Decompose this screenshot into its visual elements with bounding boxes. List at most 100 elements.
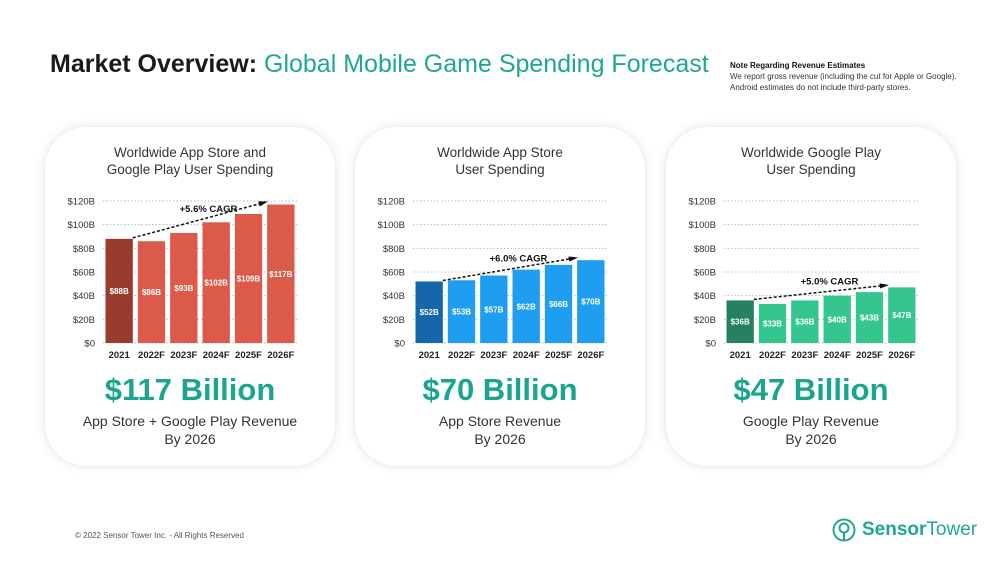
bar — [267, 204, 295, 343]
y-tick-label: $20B — [694, 315, 716, 326]
bar — [512, 269, 540, 343]
bar-data-label: $86B — [142, 288, 161, 297]
y-tick-label: $100B — [68, 220, 95, 231]
bar — [544, 264, 573, 343]
x-tick-label: 2025F — [545, 350, 572, 361]
logo-text: Tower — [926, 519, 978, 540]
x-tick-label: 2023F — [480, 350, 507, 361]
bar-data-label: $57B — [484, 305, 503, 314]
cagr-arrowhead — [568, 256, 579, 262]
bar — [726, 300, 754, 343]
cagr-arrow — [132, 201, 265, 239]
sensor-tower-logo: SensorTower — [832, 518, 977, 542]
bar — [888, 287, 916, 343]
y-tick-label: $0 — [705, 339, 716, 350]
y-tick-label: $0 — [84, 339, 95, 350]
bar-data-label: $53B — [452, 308, 471, 317]
bar — [577, 260, 605, 343]
bar — [137, 241, 166, 343]
y-tick-label: $20B — [383, 315, 405, 326]
y-tick-label: $40B — [383, 291, 405, 302]
cagr-arrow — [442, 257, 575, 282]
bar — [202, 222, 230, 343]
cagr-arrow — [753, 284, 886, 301]
x-tick-label: 2026F — [888, 350, 915, 361]
y-tick-label: $0 — [394, 339, 405, 350]
chart-card-google-play: Worldwide Google Play User Spending $0 $2… — [666, 127, 956, 466]
headline-value: $47 Billion — [733, 372, 889, 407]
y-tick-label: $120B — [689, 197, 716, 208]
bar-chart-google-play: $0 $20B $40B $60B $80B $100B $120B $36B 2021 $33B… — [689, 197, 918, 361]
bar — [234, 214, 263, 343]
x-tick-label: 2026F — [577, 350, 604, 361]
bar — [791, 300, 819, 343]
bar-data-label: $47B — [892, 311, 911, 320]
copyright: © 2022 Sensor Tower Inc. - All Rights Re… — [75, 531, 244, 540]
headline-caption: App Store + Google Play Revenue By 2026 — [82, 413, 298, 447]
bar-chart-total: $0 $20B $40B $60B $80B $100B $120B $88B 2021 $86B… — [68, 197, 297, 361]
bar-data-label: $93B — [174, 284, 193, 293]
headline-value: $117 Billion — [104, 372, 276, 407]
y-tick-label: $80B — [73, 244, 95, 255]
y-tick-label: $20B — [73, 315, 95, 326]
bar-data-label: $40B — [828, 315, 847, 324]
y-tick-label: $40B — [694, 291, 716, 302]
y-tick-label: $60B — [73, 268, 95, 279]
y-tick-label: $120B — [68, 197, 95, 208]
bar-data-label: $52B — [420, 308, 439, 317]
bar-chart-app-store: $0 $20B $40B $60B $80B $100B $120B $52B 2021 $53B… — [378, 197, 607, 361]
note-heading: Note Regarding Revenue Estimates — [730, 61, 866, 70]
bar — [447, 280, 476, 343]
bar-data-label: $102B — [204, 279, 228, 288]
x-tick-label: 2024F — [824, 350, 851, 361]
note-line: Android estimates do not include third-p… — [730, 83, 911, 92]
x-tick-label: 2021 — [109, 350, 131, 361]
y-tick-label: $80B — [694, 244, 716, 255]
bar-data-label: $70B — [581, 298, 600, 307]
y-tick-label: $40B — [73, 291, 95, 302]
bar-data-label: $36B — [795, 318, 814, 327]
headline-caption: App Store Revenue By 2026 — [438, 413, 562, 447]
chart-title: Worldwide App Store User Spending — [437, 145, 563, 177]
title-subtitle: Global Mobile Game Spending Forecast — [264, 50, 709, 78]
headline-caption: Google Play Revenue By 2026 — [742, 413, 880, 447]
chart-card-app-store: Worldwide App Store User Spending $0 $20B… — [355, 127, 645, 466]
logo-text-bold: Sensor — [862, 519, 927, 540]
x-tick-label: 2022F — [759, 350, 786, 361]
y-tick-label: $60B — [383, 268, 405, 279]
cagr-arrowhead — [879, 283, 890, 289]
x-tick-label: 2026F — [267, 350, 294, 361]
cagr-annotation: +5.0% CAGR — [801, 276, 859, 287]
y-tick-label: $60B — [694, 268, 716, 279]
chart-title: Worldwide Google Play User Spending — [740, 145, 882, 177]
y-tick-label: $100B — [378, 220, 405, 231]
revenue-note: Note Regarding Revenue Estimates We repo… — [730, 60, 957, 93]
y-tick-label: $120B — [378, 197, 405, 208]
y-tick-label: $100B — [689, 220, 716, 231]
note-line: We report gross revenue (including the c… — [730, 72, 957, 81]
cagr-annotation: +5.6% CAGR — [180, 204, 238, 215]
x-tick-label: 2023F — [791, 350, 818, 361]
bar — [855, 292, 884, 343]
bar — [823, 295, 851, 343]
bar-data-label: $36B — [731, 318, 750, 327]
bar-data-label: $33B — [763, 319, 782, 328]
x-tick-label: 2025F — [235, 350, 262, 361]
page-title: Market Overview: Global Mobile Game Spen… — [50, 50, 709, 79]
bar — [105, 238, 133, 343]
cagr-annotation: +6.0% CAGR — [490, 253, 548, 264]
bar-data-label: $66B — [549, 300, 568, 309]
chart-title: Worldwide App Store and Google Play User… — [106, 145, 274, 177]
x-tick-label: 2021 — [419, 350, 441, 361]
x-tick-label: 2023F — [170, 350, 197, 361]
chart-card-total: Worldwide App Store and Google Play User… — [45, 127, 335, 466]
bar — [480, 275, 508, 343]
x-tick-label: 2024F — [203, 350, 230, 361]
bar-data-label: $43B — [860, 314, 879, 323]
bar — [170, 232, 198, 343]
bar-data-label: $62B — [517, 302, 536, 311]
bar — [758, 303, 787, 343]
x-tick-label: 2024F — [513, 350, 540, 361]
sensor-tower-logo-icon — [832, 518, 856, 542]
bar-data-label: $88B — [110, 287, 129, 296]
